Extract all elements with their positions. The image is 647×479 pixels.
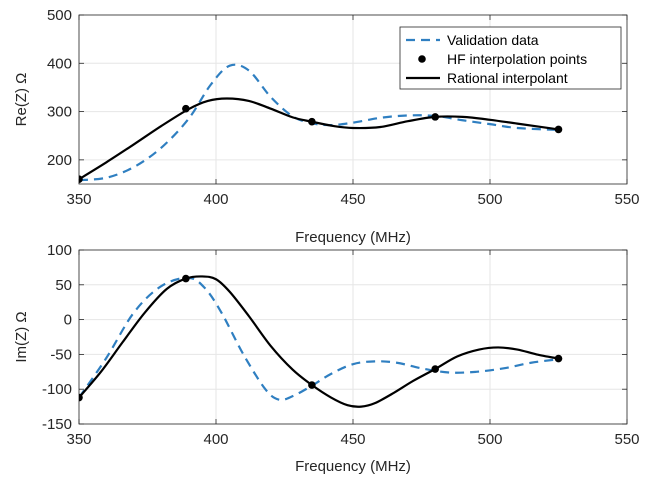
y-tick-label: 400 <box>47 55 72 72</box>
x-tick-label: 500 <box>477 191 502 208</box>
interpolation-point <box>182 104 190 113</box>
legend-label: Rational interpolant <box>447 70 568 86</box>
y-tick-label: 0 <box>64 312 72 329</box>
y-tick-label: 50 <box>55 277 72 294</box>
series-group <box>79 63 563 183</box>
rational-interpolant-line <box>79 97 559 181</box>
y-axis-label: Re(Z) Ω <box>13 73 30 127</box>
interpolation-point <box>308 381 316 389</box>
legend-box <box>399 26 622 90</box>
y-tick-label: -50 <box>50 346 72 363</box>
y-axis-label: Im(Z) Ω <box>13 311 30 362</box>
legend-marker <box>418 55 426 63</box>
interpolation-point <box>308 117 316 126</box>
y-tick-label: 500 <box>47 7 72 24</box>
x-tick-label: 550 <box>614 431 639 448</box>
y-tick-label: -100 <box>42 381 72 398</box>
y-tick-label: 300 <box>47 104 72 121</box>
interpolation-point <box>431 365 440 373</box>
chart-panel-1: 350 400 450 500 550 200 300 400 500 Frequency (MH… <box>13 7 640 246</box>
x-tick-label: 400 <box>203 431 228 448</box>
interpolation-point <box>554 354 563 363</box>
interpolation-point <box>431 113 440 121</box>
y-tick-label: 100 <box>47 242 72 259</box>
interpolation-point <box>182 274 190 283</box>
interpolation-point <box>554 125 563 134</box>
interpolation-point <box>79 393 83 402</box>
x-tick-label: 400 <box>203 191 228 208</box>
interpolation-point <box>79 175 83 183</box>
x-tick-label: 550 <box>614 191 639 208</box>
rational-interpolant-line <box>79 275 559 408</box>
legend: Validation data HF interpolation points Ra… <box>399 26 622 90</box>
x-axis-label: Frequency (MHz) <box>295 229 411 246</box>
y-tick-label: 200 <box>47 152 72 169</box>
x-tick-label: 500 <box>477 431 502 448</box>
x-tick-label: 350 <box>66 431 91 448</box>
y-tick-label: -150 <box>42 416 72 433</box>
x-tick-label: 350 <box>66 191 91 208</box>
legend-label: Validation data <box>447 32 539 48</box>
chart-panel-2: 350 400 450 500 550 -150 -100 -50 0 50 100 Frequenc… <box>13 242 640 475</box>
x-tick-label: 450 <box>340 191 365 208</box>
validation-data-line <box>79 276 559 402</box>
x-tick-label: 450 <box>340 431 365 448</box>
x-axis-label: Frequency (MHz) <box>295 458 411 475</box>
series-group <box>79 274 563 408</box>
legend-label: HF interpolation points <box>447 51 587 67</box>
